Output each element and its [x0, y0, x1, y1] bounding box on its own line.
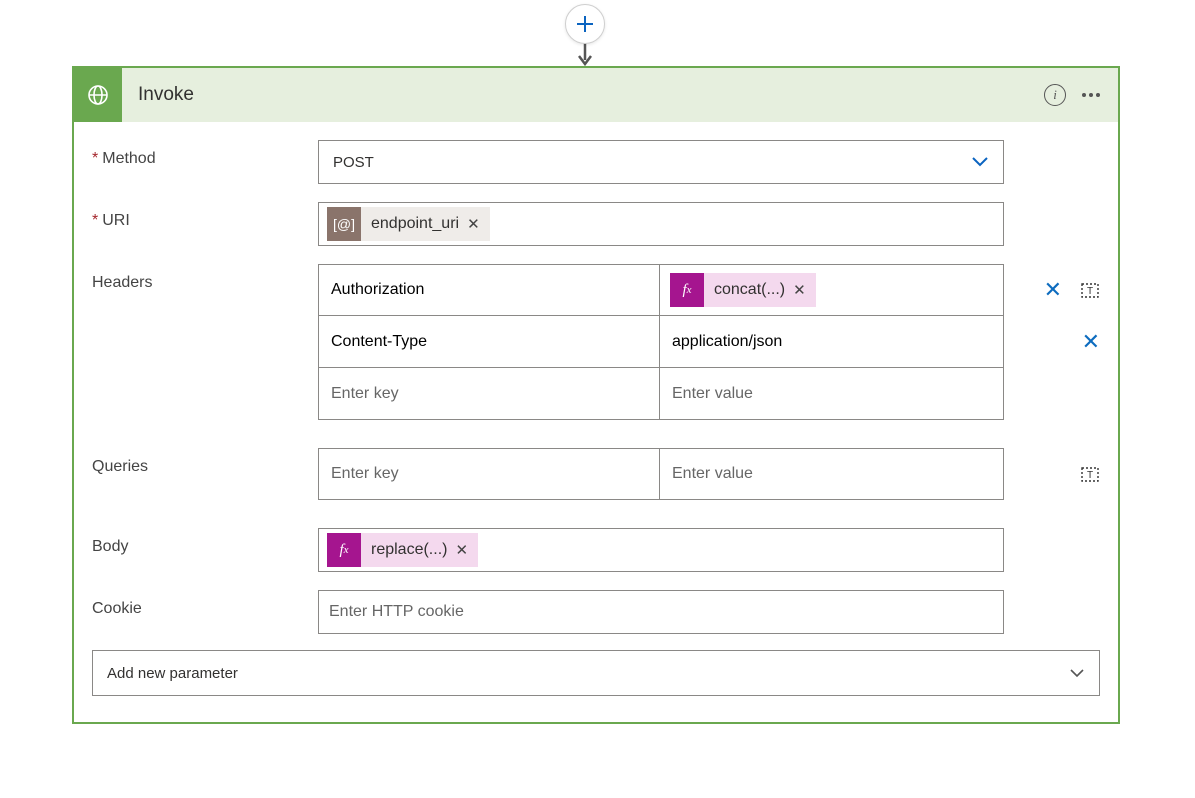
header-row: fx concat(...) ✕	[318, 264, 1004, 316]
delete-header-button[interactable]: ✕	[1044, 277, 1062, 303]
uri-label: *URI	[92, 202, 318, 230]
remove-token-icon[interactable]: ✕	[455, 541, 468, 559]
header-key-input[interactable]	[318, 264, 660, 316]
add-step-button[interactable]	[565, 4, 605, 44]
body-token-label: replace(...)	[361, 541, 455, 559]
more-menu-button[interactable]	[1082, 93, 1100, 97]
remove-token-icon[interactable]: ✕	[793, 281, 806, 299]
header-value-input[interactable]	[660, 368, 1004, 420]
header-key-input[interactable]	[318, 316, 660, 368]
method-value: POST	[333, 154, 374, 171]
header-value-input[interactable]: fx concat(...) ✕	[660, 264, 1004, 316]
add-parameter-select[interactable]: Add new parameter	[92, 650, 1100, 696]
header-row-new	[318, 368, 1004, 420]
add-parameter-label: Add new parameter	[107, 665, 238, 682]
action-icon-box	[74, 68, 122, 122]
header-value-token-label: concat(...)	[704, 281, 793, 299]
expression-icon: fx	[670, 273, 704, 307]
query-value-input[interactable]	[660, 448, 1004, 500]
action-title: Invoke	[122, 84, 1044, 106]
body-label: Body	[92, 528, 318, 556]
headers-grid: fx concat(...) ✕	[318, 264, 1004, 420]
action-body: *Method POST *URI [@]	[74, 122, 1118, 722]
uri-token[interactable]: [@] endpoint_uri ✕	[327, 207, 490, 241]
connector-arrow-icon	[578, 40, 592, 70]
header-value-token[interactable]: fx concat(...) ✕	[670, 273, 816, 307]
header-key-input[interactable]	[318, 368, 660, 420]
queries-label: Queries	[92, 448, 318, 476]
query-key-input[interactable]	[318, 448, 660, 500]
headers-label: Headers	[92, 264, 318, 292]
queries-grid	[318, 448, 1004, 500]
query-row-new	[318, 448, 1004, 500]
body-token[interactable]: fx replace(...) ✕	[327, 533, 478, 567]
switch-text-mode-button[interactable]: T	[1080, 464, 1100, 484]
header-value-input[interactable]	[660, 316, 1004, 368]
parameter-icon: [@]	[327, 207, 361, 241]
svg-text:T: T	[1087, 470, 1093, 481]
chevron-down-icon	[1069, 668, 1085, 678]
uri-input[interactable]: [@] endpoint_uri ✕	[318, 202, 1004, 246]
globe-icon	[86, 83, 110, 107]
remove-token-icon[interactable]: ✕	[467, 215, 480, 233]
uri-token-label: endpoint_uri	[361, 215, 467, 233]
action-header[interactable]: Invoke i	[74, 68, 1118, 122]
method-select[interactable]: POST	[318, 140, 1004, 184]
chevron-down-icon	[971, 156, 989, 168]
delete-header-button[interactable]: ✕	[1082, 329, 1100, 355]
action-card: Invoke i *Method POST	[72, 66, 1120, 724]
svg-text:T: T	[1087, 286, 1093, 297]
method-label: *Method	[92, 140, 318, 168]
expression-icon: fx	[327, 533, 361, 567]
info-icon[interactable]: i	[1044, 84, 1066, 106]
switch-text-mode-button[interactable]: T	[1080, 280, 1100, 300]
body-input[interactable]: fx replace(...) ✕	[318, 528, 1004, 572]
cookie-input[interactable]	[318, 590, 1004, 634]
plus-icon	[575, 14, 595, 34]
header-row	[318, 316, 1004, 368]
cookie-label: Cookie	[92, 590, 318, 618]
